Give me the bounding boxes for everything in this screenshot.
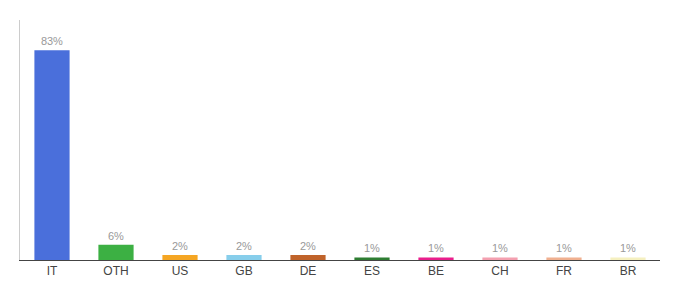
svg-text:2%: 2% (236, 240, 252, 252)
svg-text:US: US (172, 264, 189, 278)
svg-text:6%: 6% (108, 230, 124, 242)
svg-text:CH: CH (491, 264, 508, 278)
svg-text:2%: 2% (172, 240, 188, 252)
svg-text:2%: 2% (300, 240, 316, 252)
svg-text:GB: GB (235, 264, 252, 278)
svg-text:DE: DE (300, 264, 317, 278)
svg-text:1%: 1% (556, 242, 572, 254)
svg-text:1%: 1% (492, 242, 508, 254)
svg-text:OTH: OTH (103, 264, 128, 278)
svg-text:ES: ES (364, 264, 380, 278)
svg-text:1%: 1% (428, 242, 444, 254)
svg-text:1%: 1% (620, 242, 636, 254)
svg-text:BE: BE (428, 264, 444, 278)
svg-text:FR: FR (556, 264, 572, 278)
svg-text:1%: 1% (364, 242, 380, 254)
svg-text:83%: 83% (41, 35, 63, 47)
svg-text:BR: BR (620, 264, 637, 278)
svg-text:IT: IT (47, 264, 58, 278)
